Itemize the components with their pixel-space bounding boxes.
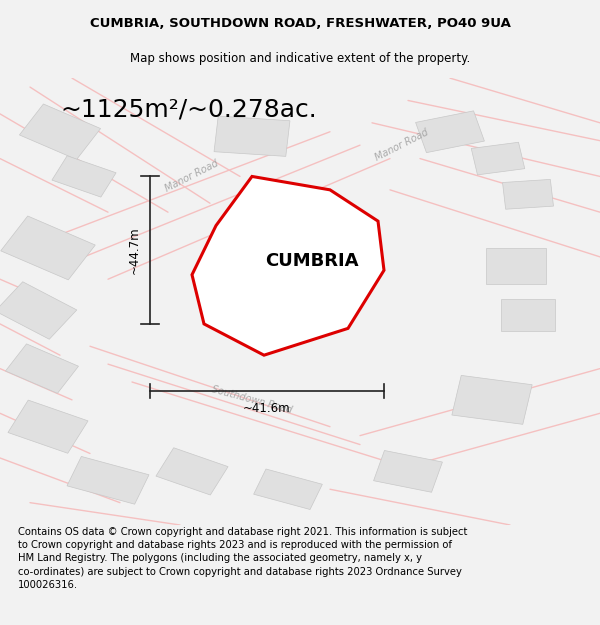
Polygon shape xyxy=(1,216,95,280)
Polygon shape xyxy=(52,156,116,197)
Polygon shape xyxy=(308,296,352,325)
Text: Manor Road: Manor Road xyxy=(164,159,220,194)
Polygon shape xyxy=(503,179,553,209)
Text: Manor Road: Manor Road xyxy=(374,127,430,163)
Text: ~44.7m: ~44.7m xyxy=(128,226,141,274)
Polygon shape xyxy=(501,299,555,331)
Text: Map shows position and indicative extent of the property.: Map shows position and indicative extent… xyxy=(130,52,470,65)
Polygon shape xyxy=(214,116,290,156)
Polygon shape xyxy=(452,376,532,424)
Text: ~41.6m: ~41.6m xyxy=(243,402,291,415)
Text: Contains OS data © Crown copyright and database right 2021. This information is : Contains OS data © Crown copyright and d… xyxy=(18,527,467,590)
Polygon shape xyxy=(304,249,356,283)
Polygon shape xyxy=(8,400,88,453)
Text: CUMBRIA: CUMBRIA xyxy=(265,253,359,271)
Text: Southdown Road: Southdown Road xyxy=(211,384,293,416)
Text: CUMBRIA, SOUTHDOWN ROAD, FRESHWATER, PO40 9UA: CUMBRIA, SOUTHDOWN ROAD, FRESHWATER, PO4… xyxy=(89,17,511,30)
Polygon shape xyxy=(254,469,322,509)
Polygon shape xyxy=(67,456,149,504)
Polygon shape xyxy=(486,248,546,284)
Text: ~1125m²/~0.278ac.: ~1125m²/~0.278ac. xyxy=(60,98,317,121)
Polygon shape xyxy=(0,282,77,339)
Polygon shape xyxy=(374,451,442,493)
Polygon shape xyxy=(19,104,101,159)
Polygon shape xyxy=(5,344,79,393)
Polygon shape xyxy=(156,448,228,495)
Polygon shape xyxy=(416,111,484,152)
Polygon shape xyxy=(471,142,525,175)
Polygon shape xyxy=(192,176,384,355)
